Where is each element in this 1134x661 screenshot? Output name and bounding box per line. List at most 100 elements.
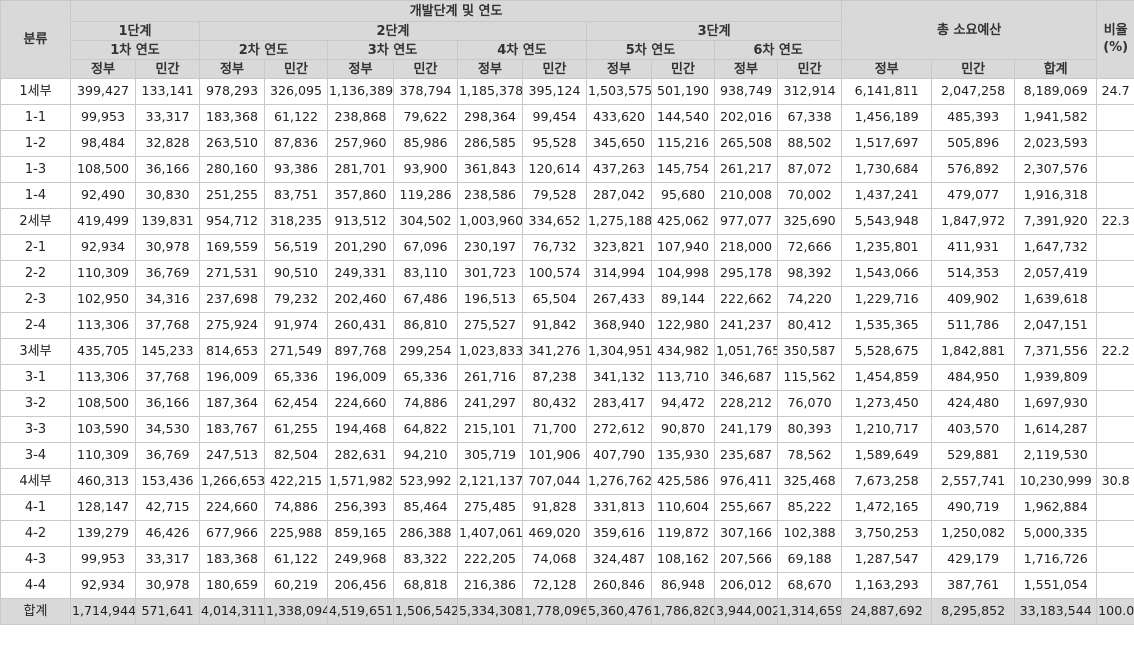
value-cell: 103,590: [70, 416, 136, 443]
section-row: 1세부 399,427 133,141 978,293 326,095 1,136,389…: [0, 78, 1134, 105]
value-cell: 341,276: [522, 338, 587, 365]
value-cell: 425,062: [651, 208, 715, 235]
value-cell: 91,974: [264, 312, 328, 339]
value-cell: 1,589,649: [841, 442, 933, 469]
value-cell: 206,456: [327, 572, 394, 599]
value-cell: 325,690: [776, 208, 843, 235]
value-cell: 36,166: [135, 156, 200, 183]
table-row: 4-1 128,147 42,715 224,660 74,886 256,393 85,4…: [0, 494, 1134, 521]
value-cell: 977,077: [714, 208, 778, 235]
value-cell: 359,616: [586, 520, 652, 547]
row-category: 1-3: [0, 156, 71, 183]
row-category: 3-2: [0, 390, 71, 417]
value-cell: 312,914: [776, 78, 843, 105]
total-sum-header: 합계: [1014, 59, 1098, 79]
value-cell: 120,614: [522, 156, 587, 183]
value-cell: 10,230,999: [1014, 468, 1098, 495]
value-cell: 133,141: [135, 78, 200, 105]
value-cell: 91,842: [522, 312, 587, 339]
value-cell: 107,940: [651, 234, 715, 261]
value-cell: 247,513: [199, 442, 265, 469]
value-cell: 897,768: [327, 338, 394, 365]
value-cell: 323,821: [586, 234, 652, 261]
value-cell: 280,160: [199, 156, 265, 183]
ratio-cell: [1096, 130, 1134, 157]
value-cell: 677,966: [199, 520, 265, 547]
value-cell: 1,454,859: [841, 364, 933, 391]
ratio-cell: [1096, 494, 1134, 521]
value-cell: 30,978: [135, 572, 200, 599]
table-row: 4-4 92,934 30,978 180,659 60,219 206,456 68,81…: [0, 572, 1134, 599]
row-category: 2-2: [0, 260, 71, 287]
value-cell: 1,543,066: [841, 260, 933, 287]
value-cell: 1,407,061: [457, 520, 523, 547]
ratio-cell: [1096, 390, 1134, 417]
value-cell: 225,988: [264, 520, 328, 547]
value-cell: 434,982: [651, 338, 715, 365]
value-cell: 1,266,653: [199, 468, 265, 495]
value-cell: 207,566: [714, 546, 778, 573]
value-cell: 110,309: [70, 260, 136, 287]
value-cell: 301,723: [457, 260, 523, 287]
value-cell: 318,235: [264, 208, 328, 235]
value-cell: 1,714,944: [70, 598, 136, 625]
value-cell: 98,484: [70, 130, 136, 157]
value-cell: 261,217: [714, 156, 778, 183]
value-cell: 5,334,308: [457, 598, 523, 625]
value-cell: 128,147: [70, 494, 136, 521]
value-cell: 202,016: [714, 104, 778, 131]
value-cell: 298,364: [457, 104, 523, 131]
value-cell: 237,698: [199, 286, 265, 313]
value-cell: 72,128: [522, 572, 587, 599]
value-cell: 36,769: [135, 442, 200, 469]
value-cell: 1,163,293: [841, 572, 933, 599]
value-cell: 256,393: [327, 494, 394, 521]
year3-header: 3차 연도: [327, 40, 458, 60]
table-row: 4-2 139,279 46,426 677,966 225,988 859,165 286…: [0, 520, 1134, 547]
value-cell: 1,571,982: [327, 468, 394, 495]
value-cell: 79,232: [264, 286, 328, 313]
table-row: 2-1 92,934 30,978 169,559 56,519 201,290 67,09…: [0, 234, 1134, 261]
value-cell: 80,393: [776, 416, 843, 443]
value-cell: 90,510: [264, 260, 328, 287]
value-cell: 69,188: [776, 546, 843, 573]
value-cell: 71,700: [522, 416, 587, 443]
value-cell: 33,317: [135, 546, 200, 573]
value-cell: 299,254: [393, 338, 458, 365]
value-cell: 235,687: [714, 442, 778, 469]
value-cell: 194,468: [327, 416, 394, 443]
value-cell: 68,670: [776, 572, 843, 599]
value-cell: 429,179: [931, 546, 1016, 573]
value-cell: 514,353: [931, 260, 1016, 287]
value-cell: 33,183,544: [1014, 598, 1098, 625]
value-cell: 7,673,258: [841, 468, 933, 495]
value-cell: 978,293: [199, 78, 265, 105]
value-cell: 92,934: [70, 572, 136, 599]
value-cell: 216,386: [457, 572, 523, 599]
value-cell: 260,431: [327, 312, 394, 339]
value-cell: 61,122: [264, 546, 328, 573]
value-cell: 95,680: [651, 182, 715, 209]
section-row: 2세부 419,499 139,831 954,712 318,235 913,512 30…: [0, 208, 1134, 235]
value-cell: 119,286: [393, 182, 458, 209]
value-cell: 78,562: [776, 442, 843, 469]
value-cell: 814,653: [199, 338, 265, 365]
value-cell: 409,902: [931, 286, 1016, 313]
value-cell: 110,604: [651, 494, 715, 521]
value-cell: 424,480: [931, 390, 1016, 417]
value-cell: 61,122: [264, 104, 328, 131]
value-cell: 83,110: [393, 260, 458, 287]
table-row: 2-4 113,306 37,768 275,924 91,974 260,431 86,8…: [0, 312, 1134, 339]
value-cell: 210,008: [714, 182, 778, 209]
value-cell: 576,892: [931, 156, 1016, 183]
value-cell: 6,141,811: [841, 78, 933, 105]
value-cell: 395,124: [522, 78, 587, 105]
value-cell: 307,166: [714, 520, 778, 547]
value-cell: 30,830: [135, 182, 200, 209]
value-cell: 62,454: [264, 390, 328, 417]
value-cell: 265,508: [714, 130, 778, 157]
value-cell: 86,948: [651, 572, 715, 599]
value-cell: 230,197: [457, 234, 523, 261]
value-cell: 251,255: [199, 182, 265, 209]
value-cell: 183,368: [199, 104, 265, 131]
